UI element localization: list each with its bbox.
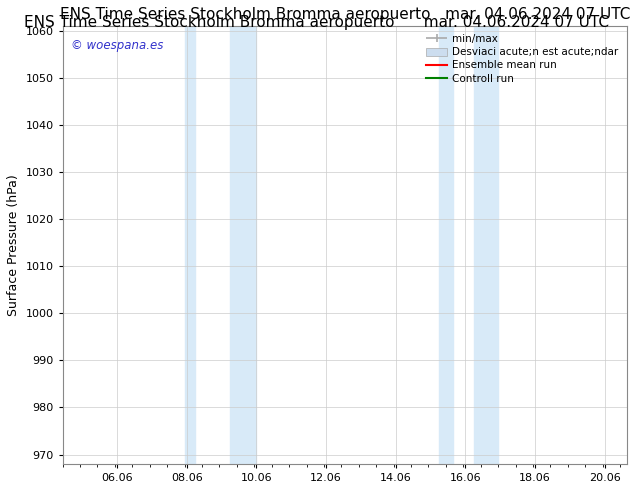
Bar (184, 26, 195, 464)
Title: ENS Time Series Stockholm Bromma aeropuerto   mar. 04.06.2024 07 UTC: ENS Time Series Stockholm Bromma aeropue… (60, 7, 630, 22)
Y-axis label: Surface Pressure (hPa): Surface Pressure (hPa) (7, 174, 20, 316)
Text: ENS Time Series Stockholm Bromma aeropuerto      mar. 04.06.2024 07 UTC: ENS Time Series Stockholm Bromma aeropue… (25, 15, 609, 30)
Text: © woespana.es: © woespana.es (71, 39, 164, 52)
Bar (230, 26, 256, 464)
Bar (439, 26, 453, 464)
Legend: min/max, Desviaci acute;n est acute;ndar, Ensemble mean run, Controll run: min/max, Desviaci acute;n est acute;ndar… (424, 31, 622, 87)
Bar (474, 26, 498, 464)
